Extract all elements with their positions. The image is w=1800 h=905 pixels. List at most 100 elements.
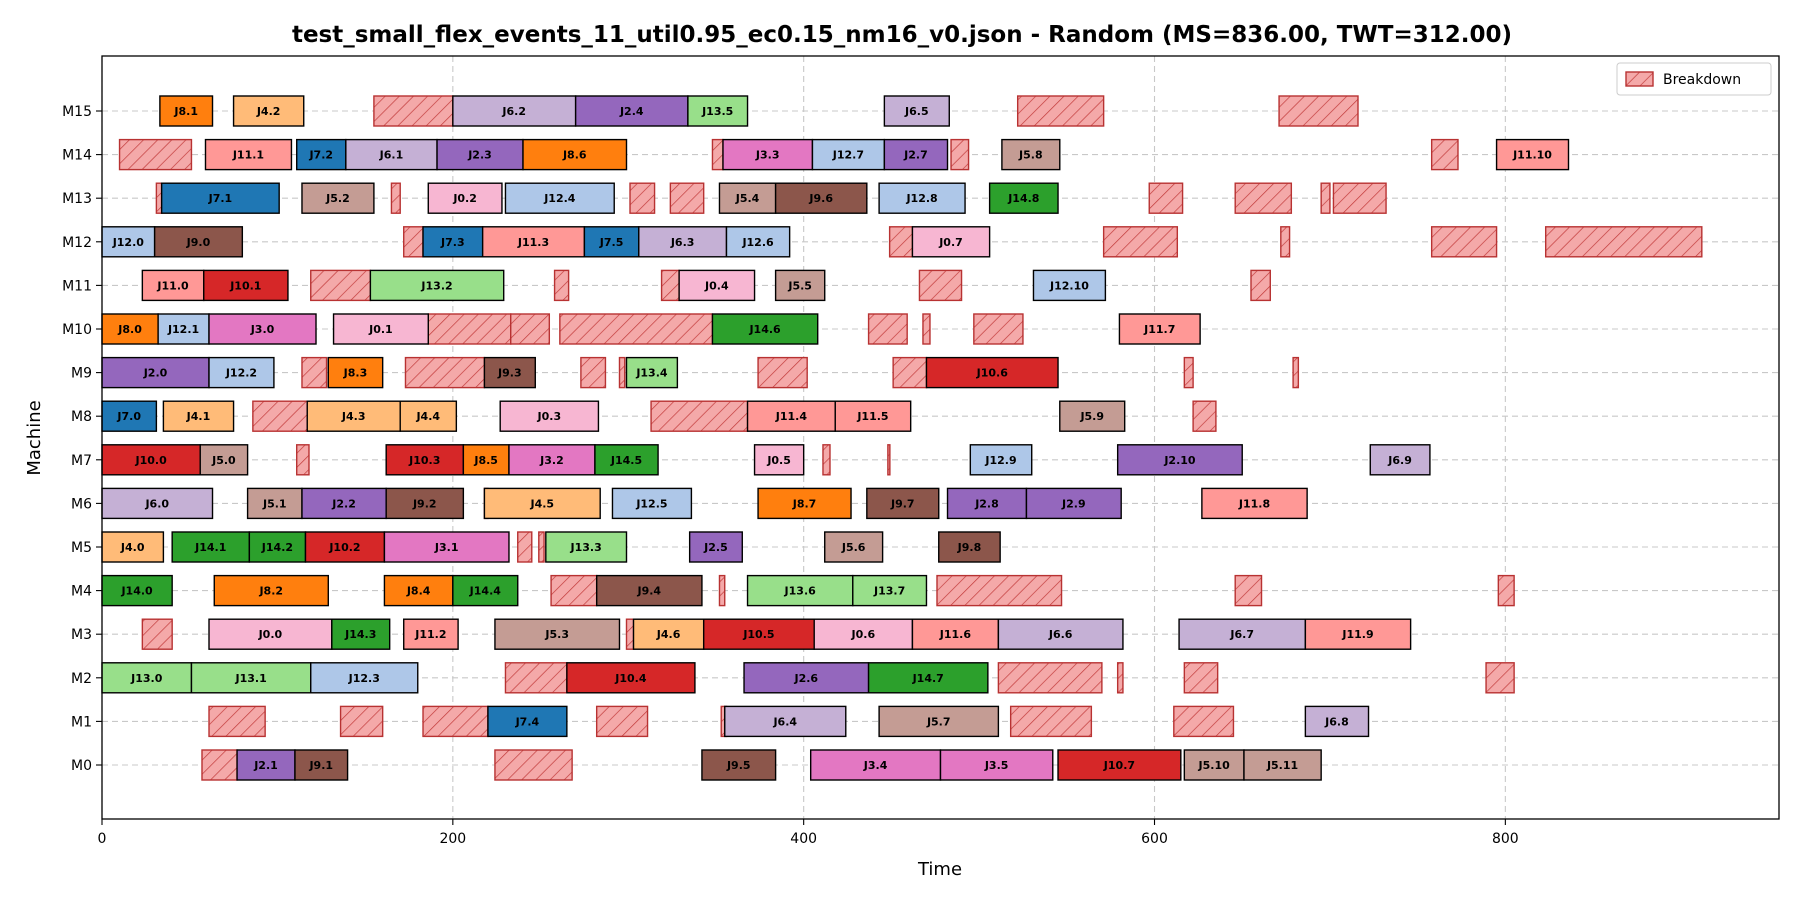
breakdown-bar — [922, 313, 931, 345]
operation-bar — [574, 95, 689, 127]
breakdown-bar — [918, 269, 963, 302]
breakdown-bar — [550, 574, 598, 607]
operation-bar — [248, 531, 307, 563]
breakdown-bar — [155, 182, 163, 214]
operation-label: J2.5 — [703, 541, 728, 554]
legend: Breakdown — [1616, 62, 1772, 96]
operation-label: J11.2 — [414, 628, 446, 641]
breakdown-bar — [373, 95, 454, 127]
operation-label: J11.6 — [939, 628, 972, 641]
breakdown-bar — [1280, 226, 1291, 258]
breakdown-bar — [510, 313, 551, 345]
operation-bar — [988, 182, 1059, 214]
operation-bar — [1304, 705, 1370, 738]
operation-label: J7.0 — [116, 410, 141, 423]
operation-label: J5.0 — [211, 454, 236, 467]
operation-bar — [310, 662, 419, 694]
breakdown-bar — [997, 662, 1103, 694]
operation-bar — [294, 749, 349, 781]
operation-label: J8.5 — [473, 454, 498, 467]
operation-label: J0.3 — [537, 410, 562, 423]
operation-label: J2.6 — [794, 672, 819, 685]
operation-label: J9.7 — [890, 497, 915, 510]
legend-breakdown-label: Breakdown — [1663, 72, 1741, 88]
operation-label: J11.10 — [1512, 149, 1552, 162]
breakdown-bar — [867, 313, 908, 345]
operation-label: J6.9 — [1387, 454, 1412, 467]
breakdown-bar — [538, 531, 545, 563]
breakdown-bar — [1497, 574, 1515, 607]
operation-label: J13.5 — [701, 105, 733, 118]
operation-label: J5.7 — [926, 715, 951, 728]
operation-label: J8.0 — [117, 323, 142, 336]
operation-bar — [925, 356, 1059, 389]
operation-bar — [724, 705, 847, 738]
breakdown-bar — [559, 313, 714, 345]
x-tick-label: 600 — [1141, 831, 1168, 847]
operation-bar — [301, 182, 375, 214]
breakdown-bar — [625, 618, 635, 650]
operation-bar — [296, 138, 347, 171]
breakdown-bar — [1430, 226, 1498, 258]
operation-label: J2.1 — [253, 759, 278, 772]
operation-bar — [969, 444, 1033, 476]
operation-bar — [1001, 138, 1061, 171]
operation-label: J12.4 — [543, 192, 576, 205]
breakdown-bar — [1250, 269, 1271, 302]
operation-label: J6.0 — [144, 497, 169, 510]
y-tick-label: M1 — [71, 714, 92, 730]
chart-title: test_small_flex_events_11_util0.95_ec0.1… — [292, 22, 1512, 48]
operation-bar — [753, 444, 805, 476]
operation-label: J10.3 — [408, 454, 440, 467]
operation-bar — [481, 226, 586, 258]
operation-bar — [702, 618, 815, 650]
operation-bar — [1059, 400, 1126, 432]
operation-bar — [494, 618, 621, 650]
operation-label: J12.1 — [167, 323, 199, 336]
operation-bar — [304, 531, 386, 563]
operation-label: J5.4 — [735, 192, 760, 205]
operation-label: J8.6 — [562, 149, 587, 162]
operation-label: J9.5 — [726, 759, 751, 772]
operation-bar — [625, 356, 679, 389]
y-tick-label: M3 — [71, 627, 92, 643]
operation-label: J10.6 — [976, 367, 1009, 380]
breakdown-bar — [950, 138, 970, 171]
operation-bar — [545, 531, 628, 563]
operation-bar — [1116, 444, 1243, 476]
operation-bar — [504, 182, 615, 214]
operation-bar — [566, 662, 696, 694]
operation-label: J5.10 — [1198, 759, 1231, 772]
operation-bar — [232, 95, 305, 127]
operation-label: J4.4 — [415, 410, 440, 423]
legend-breakdown-swatch — [1625, 71, 1654, 87]
breakdown-bar — [1320, 182, 1331, 214]
breakdown-bar — [888, 226, 914, 258]
operation-label: J4.1 — [186, 410, 211, 423]
operation-bar — [487, 705, 568, 738]
operation-label: J5.11 — [1266, 759, 1298, 772]
operation-label: J12.2 — [225, 367, 257, 380]
operation-bar — [101, 400, 158, 432]
operation-bar — [746, 400, 836, 432]
operation-label: J3.3 — [755, 149, 780, 162]
y-tick-label: M14 — [62, 148, 92, 164]
operation-label: J8.7 — [792, 497, 817, 510]
operation-label: J13.3 — [570, 541, 602, 554]
operation-label: J12.7 — [832, 149, 864, 162]
breakdown-bar — [1485, 662, 1515, 694]
breakdown-bar — [141, 618, 173, 650]
grid-lines — [101, 56, 1779, 819]
operation-label: J14.2 — [261, 541, 293, 554]
operation-label: J4.2 — [256, 105, 281, 118]
operation-label: J2.7 — [903, 149, 928, 162]
operation-label: J13.4 — [635, 367, 668, 380]
y-tick-label: M11 — [62, 278, 92, 294]
operation-bar — [452, 574, 519, 607]
operation-label: J13.6 — [784, 585, 817, 598]
operation-bar — [190, 662, 312, 694]
operation-label: J0.1 — [368, 323, 393, 336]
operation-bar — [208, 313, 317, 345]
operation-bar — [1057, 749, 1182, 781]
